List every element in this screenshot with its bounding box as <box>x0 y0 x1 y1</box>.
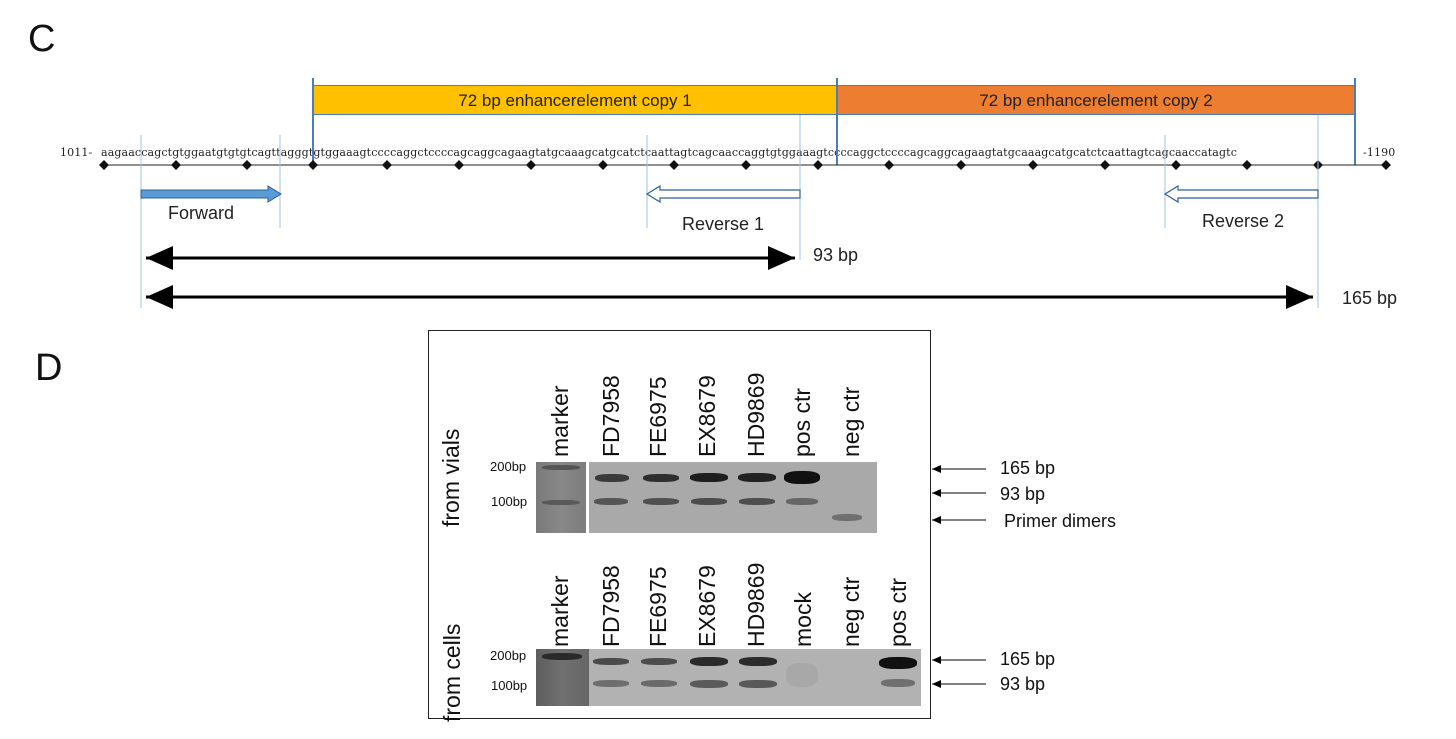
marker-band-100bp <box>542 500 580 505</box>
top-marker-200bp: 200bp <box>490 459 527 474</box>
bottom-lane-label: mock <box>790 592 816 647</box>
bottom-lane-label: FD7958 <box>598 565 624 647</box>
top-marker-100bp: 100bp <box>491 494 528 509</box>
band-93 <box>739 498 775 505</box>
bottom-marker-gel <box>536 649 589 706</box>
panel-c-letter: C <box>28 18 56 60</box>
top-gel-side-label: from vials <box>438 428 464 527</box>
top-lane-label: EX8679 <box>694 375 720 457</box>
forward-primer-label: Forward <box>168 203 235 223</box>
reverse2-primer-arrow <box>1163 184 1319 204</box>
top-lane-label: FE6975 <box>645 376 671 457</box>
band-arrows <box>932 465 986 688</box>
sequence-start: 1011- <box>60 146 93 159</box>
band-93 <box>786 498 818 505</box>
band-primer-dimers <box>832 514 862 521</box>
band-93 <box>881 679 915 687</box>
marker-band-200bp <box>542 465 580 470</box>
band-93 <box>739 680 777 688</box>
mock-smear <box>786 663 818 687</box>
band-93 <box>594 498 628 505</box>
panel-d-letter: D <box>35 347 63 389</box>
bottom-arrow-label-165: 165 bp <box>1000 649 1056 669</box>
reverse2-primer-label: Reverse 2 <box>1202 211 1285 231</box>
bottom-sample-gel <box>589 649 921 706</box>
band-93 <box>691 498 727 505</box>
top-arrow-label-primer-dimers: Primer dimers <box>1004 511 1117 531</box>
top-sample-gel <box>589 462 877 533</box>
top-lane-label: HD9869 <box>743 372 769 457</box>
top-arrow-label-93: 93 bp <box>1000 484 1046 504</box>
sequence-text: aagaaccagctgtggaatgtgtgtcagttagggtgtggaa… <box>101 146 1238 159</box>
bottom-arrow-label-93: 93 bp <box>1000 674 1046 694</box>
band-165 <box>690 473 728 482</box>
product-short-label: 93 bp <box>813 245 859 265</box>
band-93 <box>643 498 679 505</box>
band-165 <box>739 657 777 666</box>
reverse1-primer-label: Reverse 1 <box>682 214 765 234</box>
band-165 <box>593 658 629 665</box>
band-93 <box>690 680 728 688</box>
bottom-lane-label: pos ctr <box>885 577 911 647</box>
marker-band-200bp <box>542 653 582 660</box>
top-lane-label: neg ctr <box>838 386 864 457</box>
bottom-lane-label: FE6975 <box>645 566 671 647</box>
band-165 <box>738 473 776 482</box>
bottom-lane-label: HD9869 <box>743 562 769 647</box>
bottom-lane-label: neg ctr <box>838 576 864 647</box>
band-93 <box>641 680 677 687</box>
sequence-map-diagram <box>99 78 1391 309</box>
bottom-lane-label: marker <box>547 575 573 647</box>
axis-ticks <box>99 160 1391 170</box>
band-165 <box>643 474 679 482</box>
top-lane-label: FD7958 <box>598 375 624 457</box>
bottom-marker-200bp: 200bp <box>490 648 527 663</box>
product-long-label: 165 bp <box>1342 288 1398 308</box>
band-93 <box>593 680 629 687</box>
bottom-marker-100bp: 100bp <box>491 678 528 693</box>
top-arrow-label-165: 165 bp <box>1000 458 1056 478</box>
band-165 <box>784 471 820 484</box>
sequence-end: -1190 <box>1363 146 1396 159</box>
top-lane-label: pos ctr <box>789 387 815 457</box>
enhancer-copy-1: 72 bp enhancerelement copy 1 <box>313 85 837 115</box>
bottom-lane-label: EX8679 <box>694 565 720 647</box>
top-lane-label: marker <box>547 385 573 457</box>
top-marker-gel <box>536 462 586 533</box>
forward-primer-arrow <box>140 185 282 203</box>
band-165 <box>595 474 629 482</box>
reverse1-primer-arrow <box>645 184 801 204</box>
band-165 <box>690 657 728 666</box>
band-165 <box>641 658 677 665</box>
bottom-gel-side-label: from cells <box>439 623 465 722</box>
band-165 <box>879 657 917 669</box>
